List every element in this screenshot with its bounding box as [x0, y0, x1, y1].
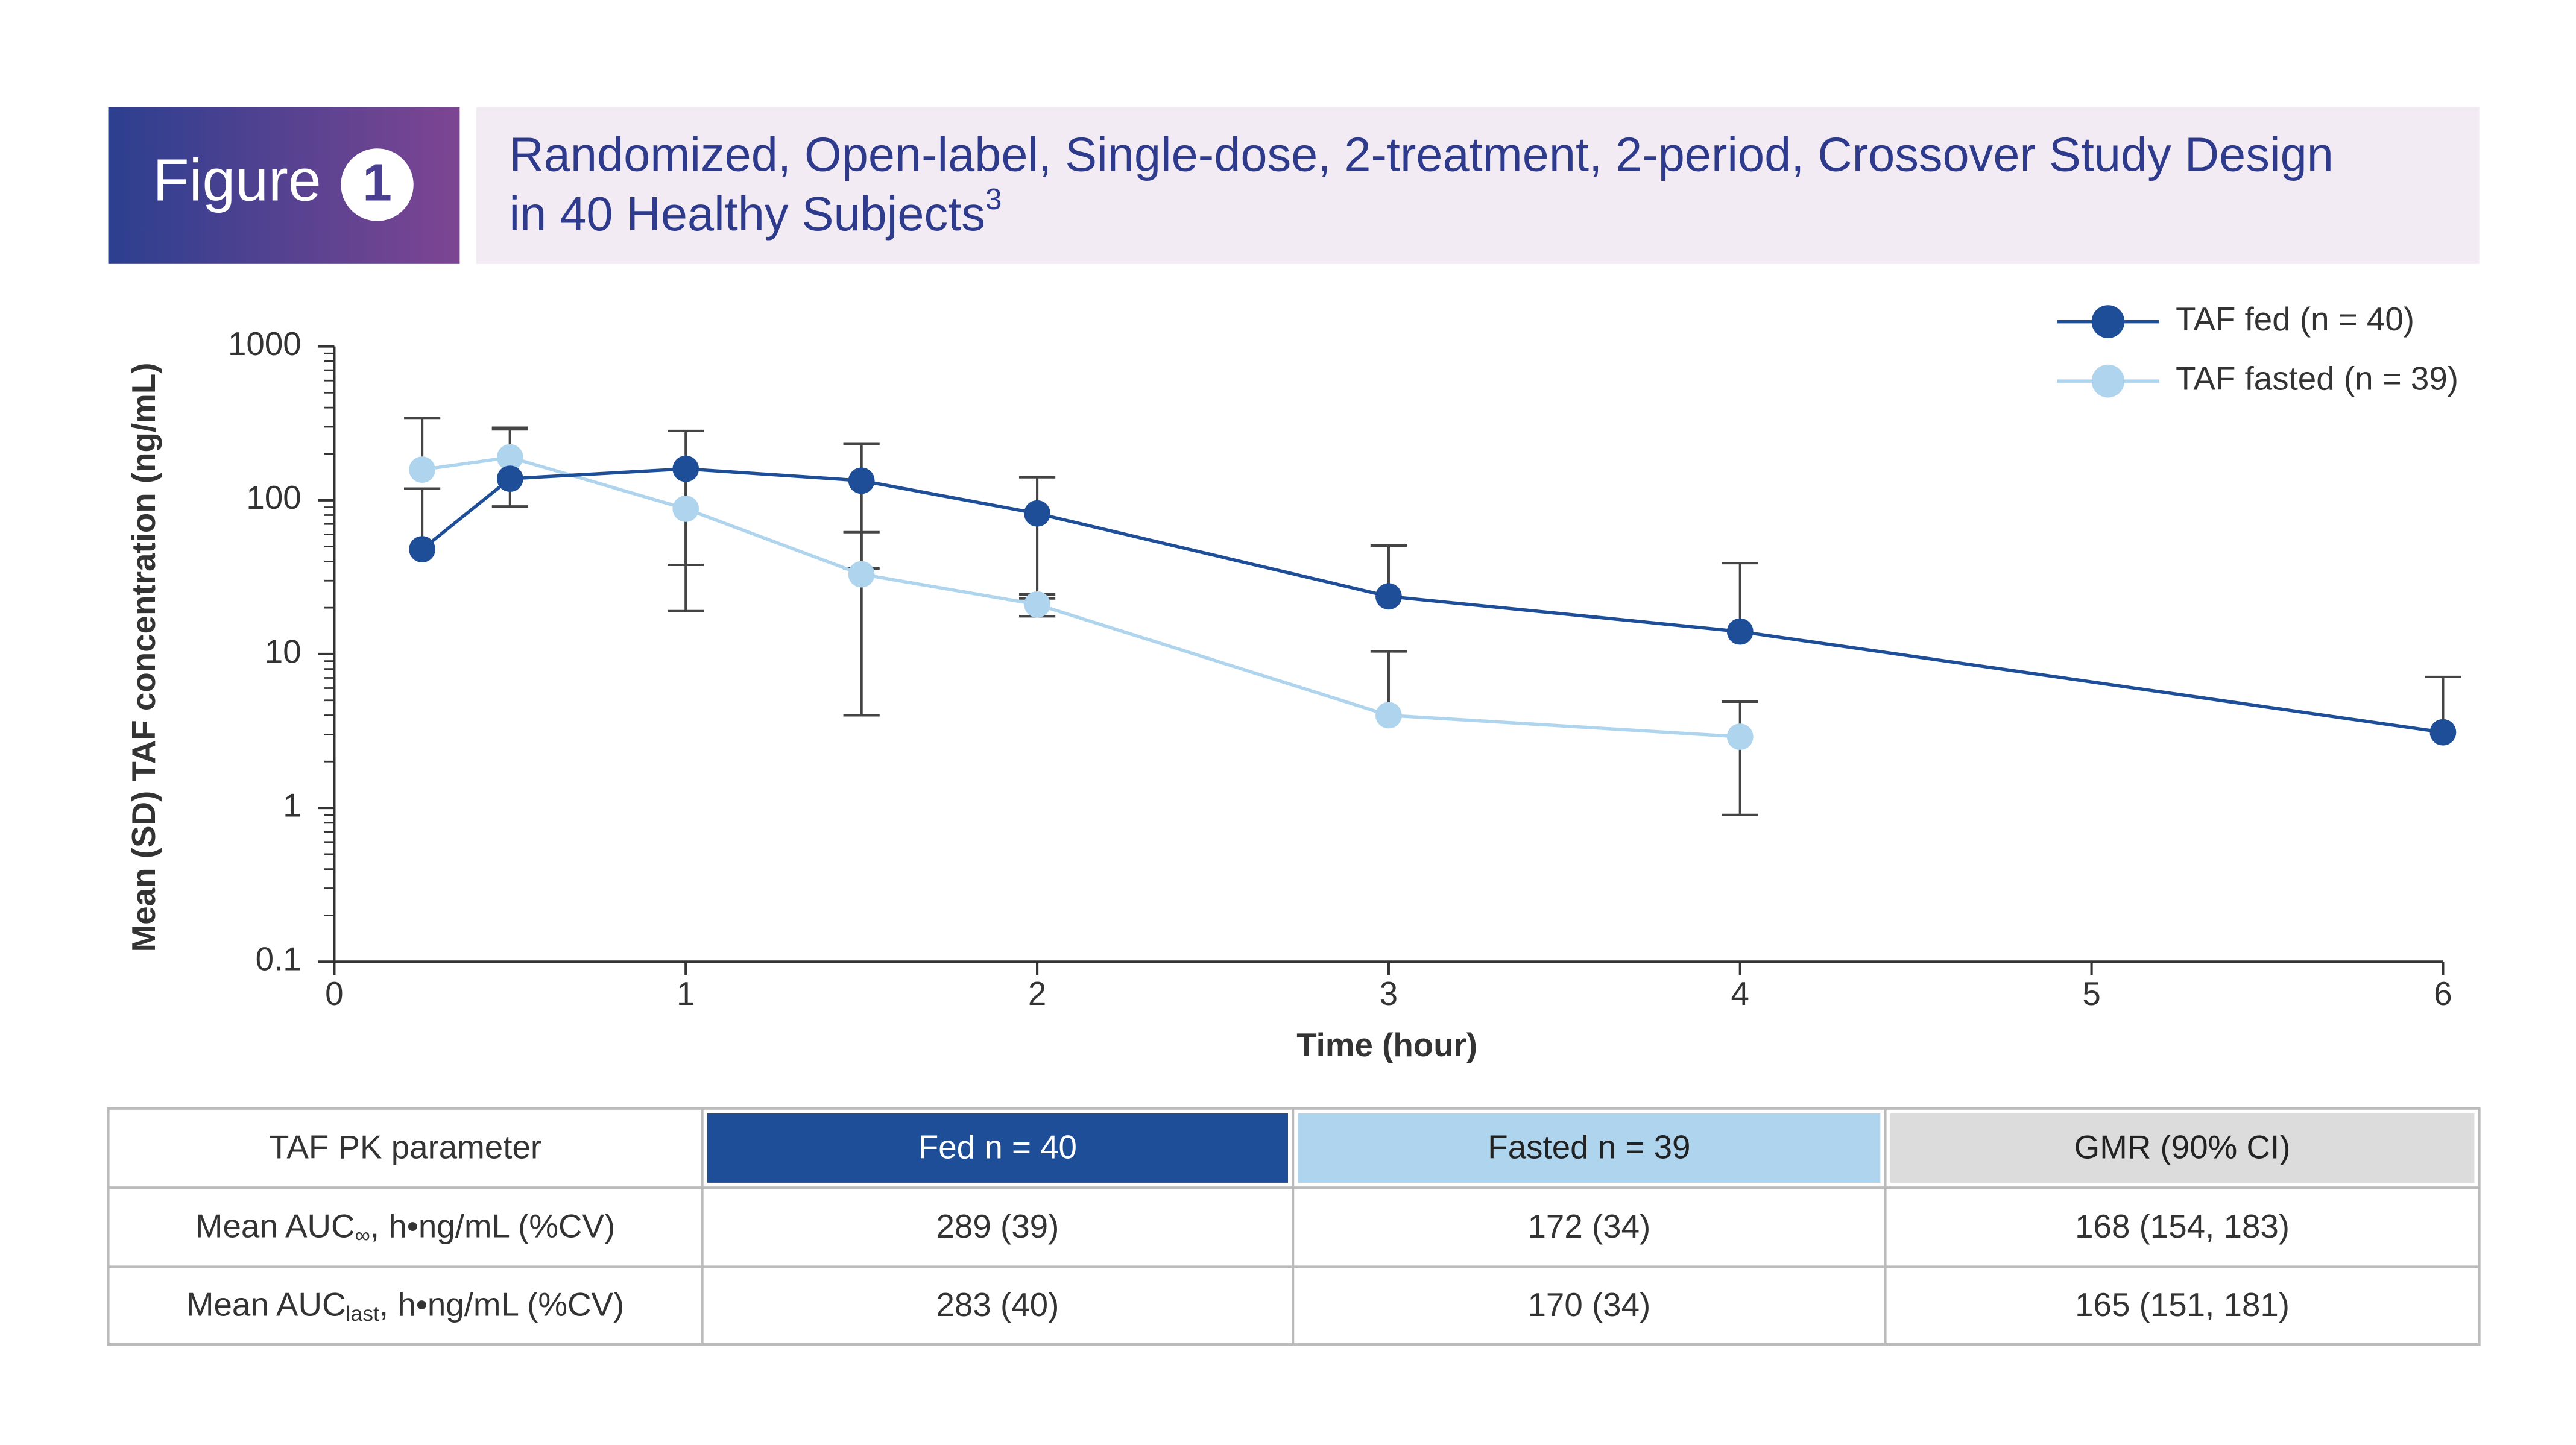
figure-number: 1	[362, 153, 392, 212]
x-tick-label: 4	[1731, 975, 1749, 1012]
table-cell: 283 (40)	[936, 1286, 1059, 1323]
x-axis-label: Time (hour)	[1296, 1026, 1477, 1063]
data-point	[409, 536, 436, 563]
label-text: Mean AUC	[186, 1286, 346, 1323]
series-line	[421, 455, 1740, 738]
y-tick-label: 10	[265, 632, 301, 670]
data-point	[1726, 723, 1754, 751]
x-tick-label: 2	[1028, 975, 1046, 1012]
x-tick-label: 1	[677, 975, 695, 1012]
data-point	[848, 467, 875, 494]
table-cell: 172 (34)	[1527, 1207, 1650, 1245]
label-subscript: last	[346, 1302, 379, 1326]
title-text: in 40 Healthy Subjects	[509, 187, 985, 241]
y-tick-label: 100	[246, 479, 301, 516]
label-text: Mean AUC	[195, 1207, 355, 1245]
title-line: in 40 Healthy Subjects3	[509, 183, 1002, 241]
y-axis-label: Mean (SD) TAF concentration (ng/mL)	[125, 363, 162, 952]
legend-item: TAF fasted (n = 39)	[2057, 360, 2458, 398]
table-cell: 168 (154, 183)	[2075, 1207, 2290, 1245]
y-tick-label: 1000	[228, 325, 301, 362]
data-point	[1024, 591, 1050, 618]
data-point	[672, 496, 699, 522]
table: TAF PK parameter Fed n = 40 Fasted n = 39 G…	[107, 1107, 2481, 1346]
header-cell-fill	[1890, 1113, 2475, 1183]
header-cell-fill	[707, 1113, 1288, 1183]
data-point	[2429, 719, 2457, 746]
data-point	[848, 561, 875, 588]
data-point	[1726, 618, 1754, 645]
legend-marker	[2091, 305, 2125, 338]
title-ref: 3	[985, 183, 1002, 216]
data-point	[496, 465, 523, 492]
x-tick-label: 0	[325, 975, 343, 1012]
header-cell: GMR (90% CI)	[2074, 1129, 2291, 1166]
title-box	[476, 107, 2480, 264]
y-tick-label: 1	[283, 787, 301, 824]
error-bar	[1018, 476, 1056, 600]
figure-number-circle	[341, 148, 414, 221]
error-bar	[843, 530, 880, 717]
data-point	[672, 455, 699, 482]
legend-label: TAF fed (n = 40)	[2176, 300, 2414, 338]
data-point	[1375, 702, 1402, 729]
row-label: Mean AUClast, h•ng/mL (%CV)	[186, 1286, 624, 1326]
label-text: , h•ng/mL (%CV)	[379, 1286, 624, 1323]
data-point	[496, 444, 523, 471]
error-bar	[1722, 700, 1758, 816]
title-line: Randomized, Open-label, Single-dose, 2-t…	[509, 128, 2333, 181]
chart: 0.1 1 10 100 1000 0 1 2 3 4 5 6 Time (hour) Mean (SD)…	[125, 300, 2461, 1063]
row-label: Mean AUC∞, h•ng/mL (%CV)	[195, 1207, 615, 1248]
header-cell: Fasted n = 39	[1488, 1129, 1690, 1166]
x-tick-label: 5	[2082, 975, 2100, 1012]
x-tick-label: 3	[1380, 975, 1398, 1012]
table-cell: 170 (34)	[1527, 1286, 1650, 1323]
data-point	[409, 456, 436, 483]
figure-label: Figure	[153, 146, 321, 213]
header-cell: Fed n = 40	[918, 1129, 1077, 1166]
error-bar	[668, 468, 704, 612]
data-point	[1024, 500, 1050, 527]
legend-item: TAF fed (n = 40)	[2057, 300, 2414, 338]
y-tick-label: 0.1	[256, 940, 301, 978]
x-tick-label: 6	[2434, 975, 2452, 1012]
label-text: , h•ng/mL (%CV)	[370, 1207, 615, 1245]
header-cell-fill	[1298, 1113, 1881, 1183]
label-subscript: ∞	[355, 1224, 370, 1248]
data-point	[1375, 583, 1402, 610]
series-line	[421, 467, 2443, 734]
header-cell: TAF PK parameter	[269, 1129, 541, 1166]
legend-label: TAF fasted (n = 39)	[2176, 360, 2458, 397]
table-cell: 165 (151, 181)	[2075, 1286, 2290, 1323]
legend-marker	[2091, 364, 2125, 398]
table-cell: 289 (39)	[936, 1207, 1059, 1245]
